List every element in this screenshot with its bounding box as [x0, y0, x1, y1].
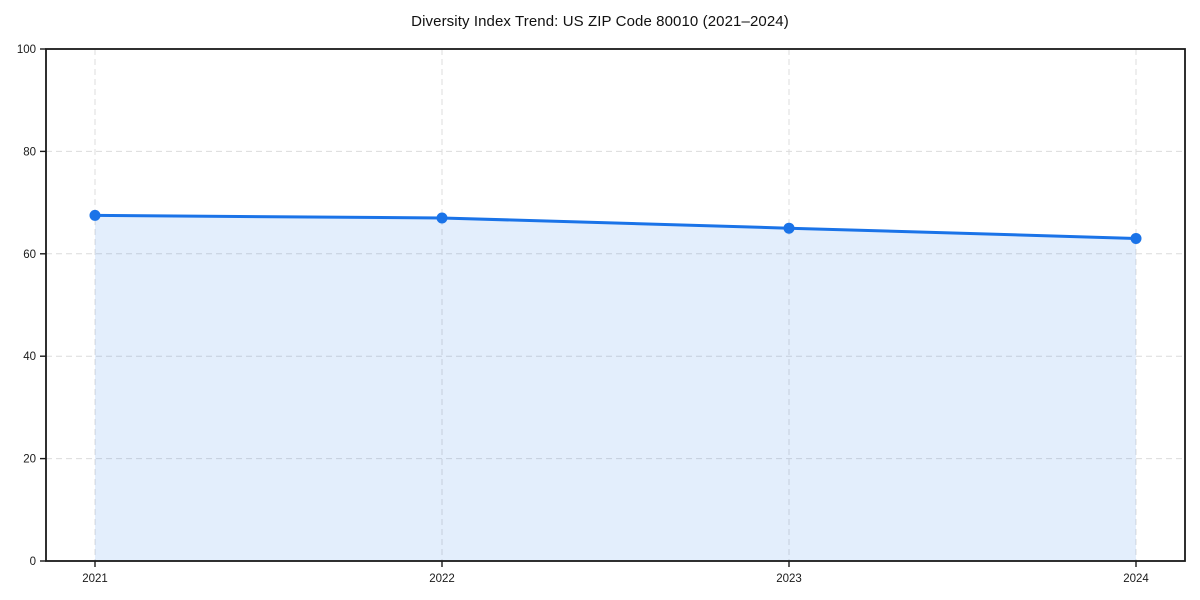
x-tick-label: 2023 — [776, 573, 802, 585]
y-tick-label: 100 — [17, 44, 36, 56]
x-tick-label: 2022 — [429, 573, 455, 585]
data-point-2024 — [1130, 232, 1142, 244]
x-tick-label: 2021 — [82, 573, 108, 585]
plot-border — [45, 48, 1186, 562]
y-tick-label: 40 — [23, 351, 36, 363]
y-tick-label: 0 — [30, 556, 36, 568]
area-fill — [95, 215, 1136, 561]
y-tick-label: 20 — [23, 454, 36, 466]
chart-title: Diversity Index Trend: US ZIP Code 80010… — [411, 13, 789, 30]
data-point-2022 — [436, 212, 448, 224]
data-point-2021 — [89, 209, 101, 221]
y-tick-label: 60 — [23, 249, 36, 261]
y-tick-label: 80 — [23, 146, 36, 158]
data-point-2023 — [783, 222, 795, 234]
x-tick-label: 2024 — [1123, 573, 1149, 585]
trend-line — [93, 213, 1138, 240]
